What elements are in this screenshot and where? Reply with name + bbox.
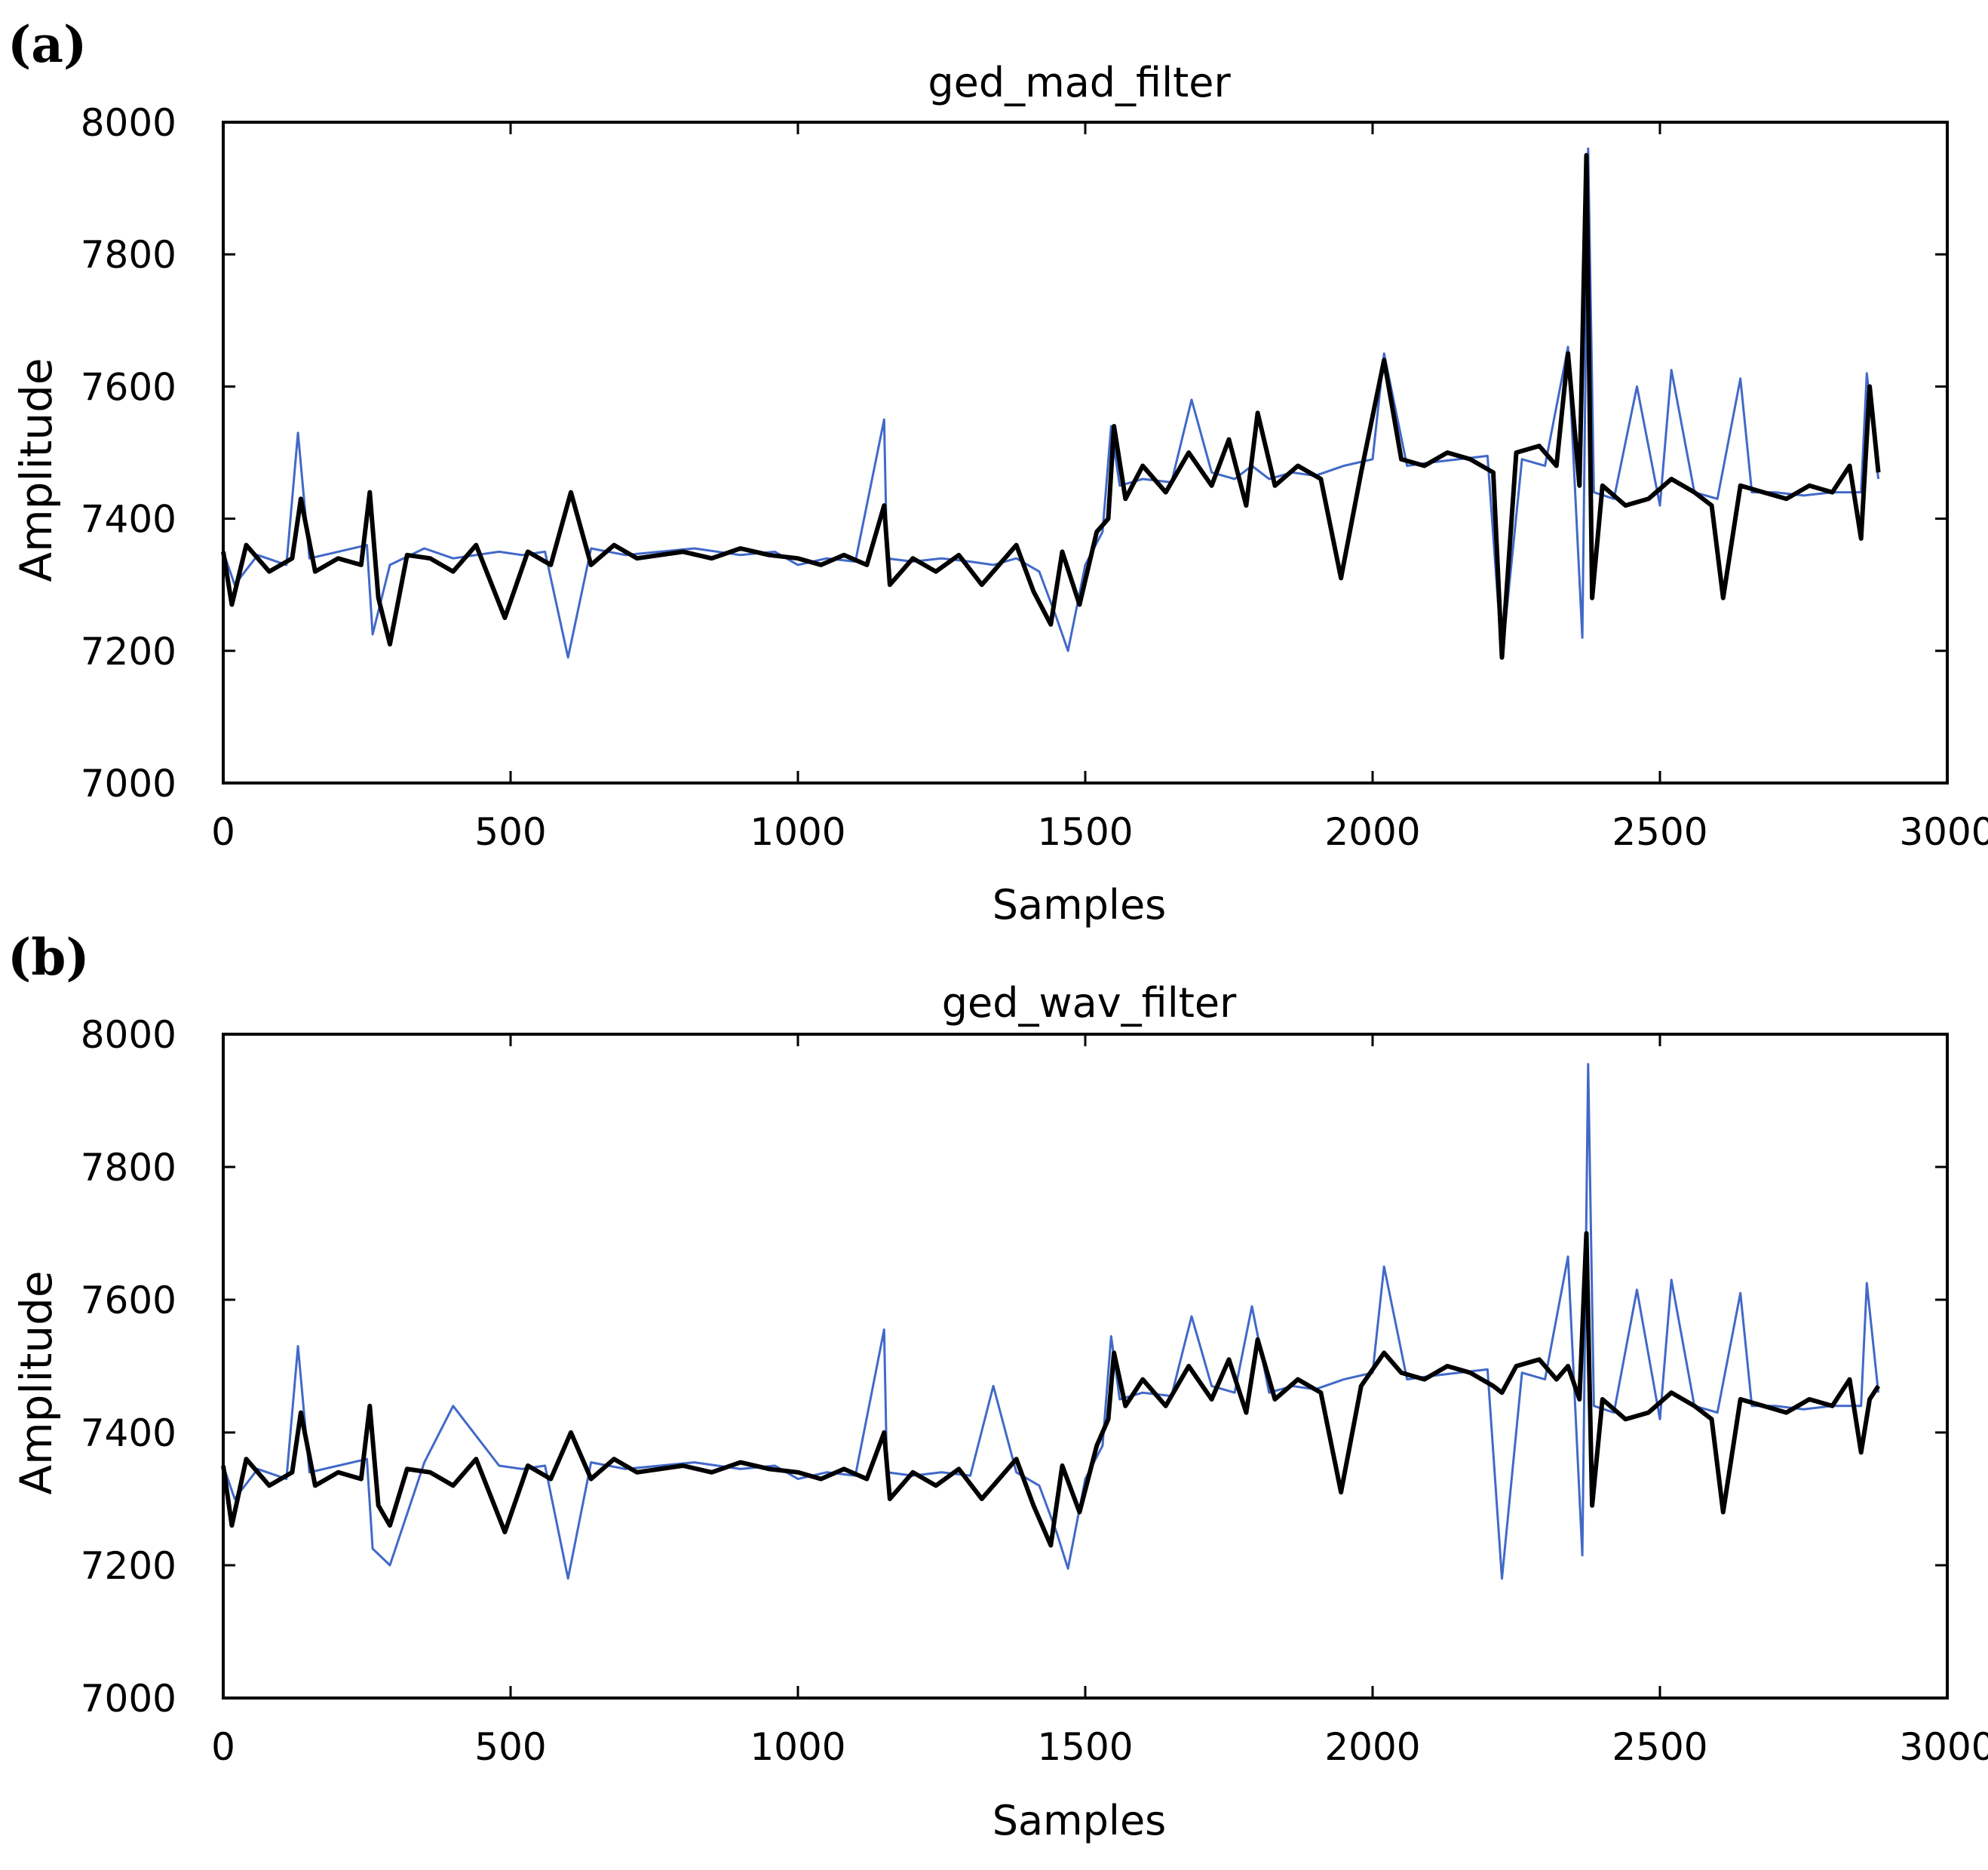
chart-title-a: ged_mad_filter bbox=[928, 59, 1231, 106]
x-axis-label-b: Samples bbox=[992, 1797, 1167, 1844]
x-tick-label-b: 500 bbox=[474, 1725, 546, 1769]
plot-area-b: 0 500 1000 1500 2000 2500 3000 7000 7200 7400 7600… bbox=[81, 1013, 1988, 1769]
y-tick-label-b: 7400 bbox=[81, 1411, 176, 1455]
x-tick-label-b: 3000 bbox=[1899, 1725, 1988, 1769]
x-tick-label-b: 1500 bbox=[1037, 1725, 1133, 1769]
y-tick-label-a: 8000 bbox=[81, 101, 176, 145]
x-tick-label-b: 2000 bbox=[1324, 1725, 1420, 1769]
x-tick-label-a: 2500 bbox=[1612, 810, 1707, 854]
plot-area-a: 0 500 1000 1500 2000 2500 3000 7000 7200 7400 7600… bbox=[81, 101, 1988, 854]
y-tick-label-a: 7000 bbox=[81, 762, 176, 806]
y-tick-label-b: 7600 bbox=[81, 1279, 176, 1322]
y-tick-label-b: 7800 bbox=[81, 1146, 176, 1190]
y-tick-label-a: 7600 bbox=[81, 365, 176, 409]
x-tick-label-a: 2000 bbox=[1324, 810, 1420, 854]
x-tick-label-b: 0 bbox=[211, 1725, 235, 1769]
x-tick-label-a: 0 bbox=[211, 810, 235, 854]
y-tick-label-a: 7200 bbox=[81, 630, 176, 674]
y-tick-label-b: 7000 bbox=[81, 1677, 176, 1721]
y-axis-label-a: Amplitude bbox=[11, 358, 62, 582]
chart-panel-a: (a) ged_mad_filter 0 500 1000 1500 2000 2500 3… bbox=[8, 15, 1988, 929]
x-tick-label-a: 500 bbox=[474, 810, 546, 854]
panel-label-a: (a) bbox=[8, 15, 87, 74]
x-tick-label-b: 2500 bbox=[1612, 1725, 1707, 1769]
x-tick-label-a: 1500 bbox=[1037, 810, 1133, 854]
y-tick-label-b: 8000 bbox=[81, 1013, 176, 1057]
chart-panel-b: (b) ged_wav_filter 0 500 1000 1500 2000 2500 3… bbox=[8, 928, 1988, 1844]
y-tick-label-a: 7400 bbox=[81, 498, 176, 542]
series-line-raw-a bbox=[222, 147, 1880, 659]
y-axis-label-b: Amplitude bbox=[11, 1270, 62, 1494]
x-tick-label-b: 1000 bbox=[750, 1725, 845, 1769]
x-tick-label-a: 3000 bbox=[1899, 810, 1988, 854]
x-tick-label-a: 1000 bbox=[750, 810, 845, 854]
y-tick-label-a: 7800 bbox=[81, 233, 176, 277]
chart-title-b: ged_wav_filter bbox=[942, 979, 1237, 1027]
series-line-filtered-a bbox=[221, 152, 1881, 660]
y-tick-label-b: 7200 bbox=[81, 1544, 176, 1588]
panel-label-b: (b) bbox=[8, 928, 90, 987]
x-axis-label-a: Samples bbox=[992, 881, 1167, 929]
series-line-filtered-b bbox=[221, 1231, 1881, 1548]
